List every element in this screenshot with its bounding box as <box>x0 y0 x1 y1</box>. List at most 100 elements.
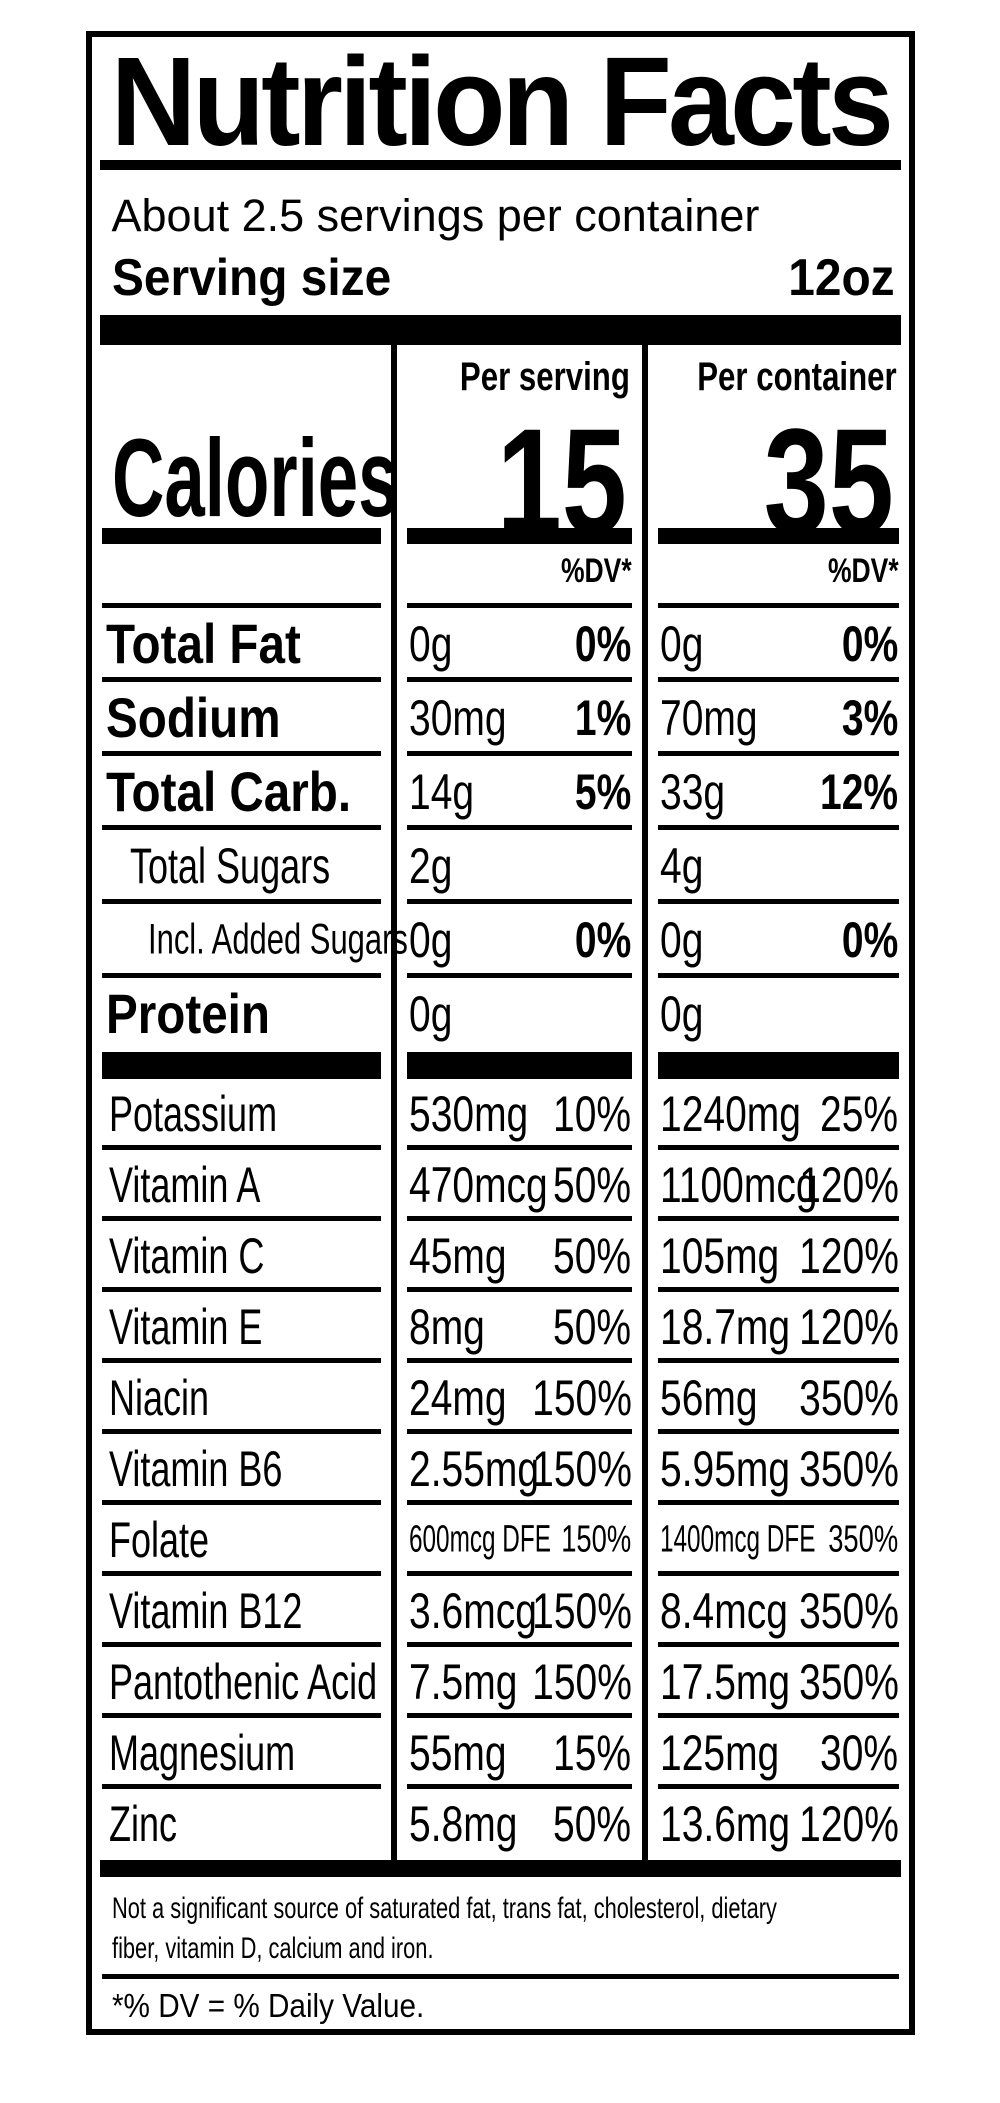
row-potassium: Potassium 530mg 10% 1240mg 25% <box>92 1079 909 1150</box>
bar-segment <box>648 1052 909 1079</box>
nutrient-label-cell: Folate <box>92 1505 391 1576</box>
per-container-cell: 13.6mg 120% <box>648 1789 909 1860</box>
nutrient-label: Folate <box>108 1511 209 1568</box>
per-container-cell: 56mg 350% <box>648 1363 909 1434</box>
dv-per-container: 350% <box>798 1582 899 1639</box>
title-wrap: Nutrition Facts <box>92 37 909 165</box>
columns-region: Calories Per serving 15 Per container 35 <box>92 345 909 1860</box>
calories-panel: Calories Per serving 15 Per container 35 <box>92 345 909 556</box>
amount-per-container: 1400mcg DFE <box>659 1518 815 1561</box>
daily-value-note: *% DV = % Daily Value. <box>111 1987 424 2024</box>
footnote-line-2: fiber, vitamin D, calcium and iron. <box>111 1931 434 1965</box>
row-vitamin-a: Vitamin A 470mcg 50% 1100mcg 120% <box>92 1150 909 1221</box>
per-container-cell: 1100mcg 120% <box>648 1150 909 1221</box>
per-container-cell: 0g 0% <box>648 608 909 682</box>
nutrient-label-cell: Protein <box>92 978 391 1052</box>
per-serving-cell: 470mcg 50% <box>397 1150 642 1221</box>
nutrient-label-cell: Potassium <box>92 1079 391 1150</box>
nutrient-label: Magnesium <box>108 1724 295 1781</box>
row-folate: Folate 600mcg DFE 150% 1400mcg DFE 350% <box>92 1505 909 1576</box>
dv-per-container: 12% <box>820 763 899 820</box>
row-niacin: Niacin 24mg 150% 56mg 350% <box>92 1363 909 1434</box>
nutrient-label: Incl. Added Sugars <box>147 915 408 964</box>
row-total-carb: Total Carb. 14g 5% 33g 12% <box>92 756 909 830</box>
dv-per-serving: 150% <box>531 1440 632 1497</box>
nutrient-label: Total Sugars <box>129 837 330 894</box>
nutrient-label: Total Carb. <box>105 760 351 824</box>
calories-underline-bar-row <box>92 528 909 544</box>
section-separator-bar-row <box>92 1052 909 1079</box>
amount-per-container: 4g <box>659 837 703 894</box>
per-serving-cell: 14g 5% <box>397 756 642 830</box>
row-vitamin-b12: Vitamin B12 3.6mcg 150% 8.4mcg 350% <box>92 1576 909 1647</box>
amount-per-serving: 0g <box>408 615 452 672</box>
bottom-separator-bar <box>99 1860 901 1877</box>
nutrient-label-cell: Magnesium <box>92 1718 391 1789</box>
calories-label-cell: Calories <box>92 345 399 540</box>
dv-per-container: 30% <box>820 1724 899 1781</box>
row-pantothenic-acid: Pantothenic Acid 7.5mg 150% 17.5mg 350% <box>92 1647 909 1718</box>
amount-per-serving: 45mg <box>408 1227 507 1284</box>
nutrient-label: Vitamin C <box>108 1227 264 1284</box>
dv-per-container: 0% <box>842 615 899 672</box>
footnote: Not a significant source of saturated fa… <box>112 1889 909 1969</box>
nutrient-label-cell: Niacin <box>92 1363 391 1434</box>
nutrient-label: Sodium <box>105 686 281 750</box>
bar-segment <box>92 528 391 544</box>
calories-per-container-cell: Per container 35 <box>648 345 909 556</box>
per-container-cell: 17.5mg 350% <box>648 1647 909 1718</box>
main-nutrient-rows: Total Fat 0g 0% 0g 0% Sodium 30mg 1% 70mg 3% Total… <box>92 608 909 1052</box>
per-serving-cell: 600mcg DFE 150% <box>397 1505 642 1576</box>
dv-per-serving: 1% <box>575 689 632 746</box>
nutrient-label-cell: Incl. Added Sugars <box>92 904 407 978</box>
vitamin-mineral-rows: Potassium 530mg 10% 1240mg 25% Vitamin A 470mc… <box>92 1079 909 1860</box>
nutrient-label-cell: Vitamin E <box>92 1292 391 1363</box>
amount-per-serving: 530mg <box>408 1085 528 1142</box>
nutrient-label-cell: Vitamin A <box>92 1150 391 1221</box>
title-separator-bar <box>99 160 901 170</box>
dv-per-serving: 10% <box>553 1085 632 1142</box>
nutrient-label: Vitamin E <box>108 1298 262 1355</box>
nutrient-label-cell: Total Sugars <box>92 830 391 904</box>
amount-per-container: 33g <box>659 763 725 820</box>
amount-per-container: 0g <box>659 985 703 1042</box>
per-serving-cell: 2.55mg 150% <box>397 1434 642 1505</box>
amount-per-serving: 2.55mg <box>408 1440 539 1497</box>
amount-per-serving: 24mg <box>408 1369 507 1426</box>
bar-segment <box>397 528 642 544</box>
footnote-divider <box>101 1974 899 1979</box>
nutrient-label: Vitamin A <box>108 1156 260 1213</box>
dv-per-container: 0% <box>842 911 899 968</box>
nutrient-label-cell: Total Fat <box>92 608 391 682</box>
dv-per-serving: 50% <box>553 1795 632 1852</box>
nutrient-label: Total Fat <box>105 612 301 676</box>
per-container-cell: 33g 12% <box>648 756 909 830</box>
dv-header-container: %DV* <box>827 552 899 590</box>
amount-per-serving: 8mg <box>408 1298 485 1355</box>
bar-segment <box>648 528 909 544</box>
nutrient-label-cell: Total Carb. <box>92 756 391 830</box>
nutrient-label: Vitamin B6 <box>108 1440 282 1497</box>
row-vitamin-b6: Vitamin B6 2.55mg 150% 5.95mg 350% <box>92 1434 909 1505</box>
dv-per-serving: 50% <box>553 1298 632 1355</box>
per-container-cell: 0g 0% <box>648 904 909 978</box>
nutrient-label-cell: Zinc <box>92 1789 391 1860</box>
amount-per-container: 0g <box>659 911 703 968</box>
servings-per-container: About 2.5 servings per container <box>111 190 760 241</box>
nutrient-label: Pantothenic Acid <box>108 1653 377 1710</box>
dv-per-container: 350% <box>798 1653 899 1710</box>
nutrition-facts-label: Nutrition Facts About 2.5 servings per c… <box>85 31 915 2035</box>
row-magnesium: Magnesium 55mg 15% 125mg 30% <box>92 1718 909 1789</box>
per-serving-cell: 0g <box>397 978 642 1052</box>
per-container-cell: 1400mcg DFE 350% <box>648 1505 909 1576</box>
amount-per-serving: 0g <box>408 985 452 1042</box>
amount-per-serving: 2g <box>408 837 452 894</box>
per-container-cell: 18.7mg 120% <box>648 1292 909 1363</box>
amount-per-container: 18.7mg <box>659 1298 790 1355</box>
dv-per-serving: 15% <box>553 1724 632 1781</box>
dv-per-serving: 50% <box>553 1227 632 1284</box>
per-serving-cell: 8mg 50% <box>397 1292 642 1363</box>
per-serving-cell: 3.6mcg 150% <box>397 1576 642 1647</box>
per-serving-cell: 7.5mg 150% <box>397 1647 642 1718</box>
dv-per-serving: 150% <box>531 1653 632 1710</box>
